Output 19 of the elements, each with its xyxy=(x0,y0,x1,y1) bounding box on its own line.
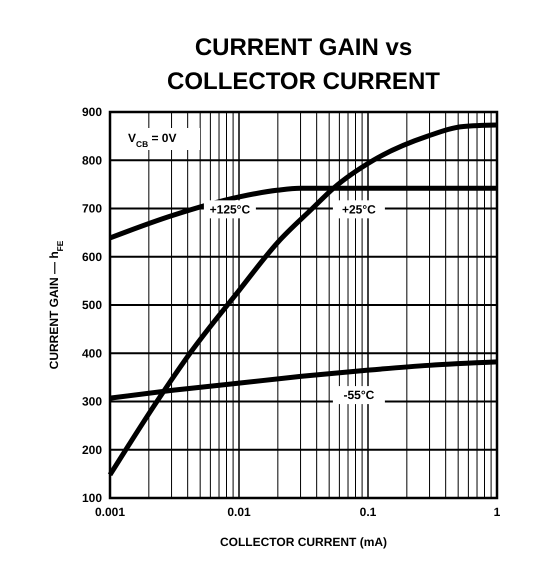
y-tick-label: 700 xyxy=(82,202,102,216)
y-tick-label: 800 xyxy=(82,153,102,168)
x-tick-label: 0.1 xyxy=(360,505,377,519)
annotation: V$_{CB}$ = 0V xyxy=(128,131,176,149)
y-tick-label: 200 xyxy=(82,442,102,457)
series-label: +25°C xyxy=(342,202,376,216)
x-tick-label: 0.001 xyxy=(94,505,126,519)
x-tick-label: 0.01 xyxy=(227,505,251,519)
x-axis-title: COLLECTOR CURRENT (mA) xyxy=(220,535,388,549)
series-label: -55°C xyxy=(343,388,375,402)
y-tick-label: 100 xyxy=(82,491,102,505)
series-label: +125°C xyxy=(210,202,250,216)
y-tick-label: 400 xyxy=(82,346,102,360)
y-tick-label: 900 xyxy=(82,105,102,119)
x-tick-label: 1 xyxy=(494,505,501,519)
chart-title: CURRENT GAIN vs COLLECTOR CURRENT xyxy=(167,34,440,95)
y-tick-label: 300 xyxy=(82,394,102,408)
y-tick-label: 600 xyxy=(82,250,102,264)
y-tick-label: 500 xyxy=(82,298,102,312)
